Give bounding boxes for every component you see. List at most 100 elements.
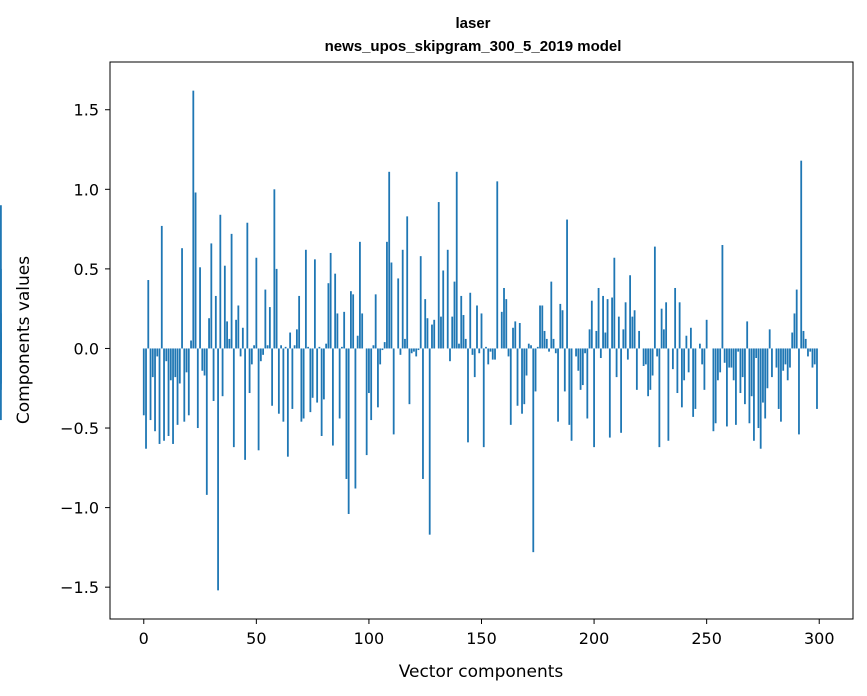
bar xyxy=(629,275,631,349)
bar xyxy=(712,348,715,432)
bar xyxy=(633,310,636,349)
bar xyxy=(651,348,654,376)
bar xyxy=(275,268,278,349)
y-tick-label: −1.5 xyxy=(60,578,99,597)
bar xyxy=(341,346,343,349)
bar xyxy=(748,348,751,424)
bar xyxy=(764,348,767,419)
bar xyxy=(368,348,370,394)
bar xyxy=(509,348,512,425)
bar xyxy=(816,348,818,409)
bar xyxy=(433,319,436,349)
bar xyxy=(521,348,523,414)
bar xyxy=(271,348,274,406)
bar xyxy=(719,348,722,373)
bar xyxy=(453,281,456,349)
bar xyxy=(343,311,346,349)
bar xyxy=(680,348,683,408)
bar xyxy=(786,348,789,381)
y-tick-label: 0.0 xyxy=(74,339,99,358)
bar xyxy=(491,348,494,360)
bar xyxy=(248,348,251,394)
bar xyxy=(687,348,690,373)
bar xyxy=(151,348,154,378)
bar xyxy=(295,329,298,349)
bar xyxy=(644,348,647,365)
bar xyxy=(527,343,530,349)
bar xyxy=(383,342,386,349)
bar xyxy=(611,297,613,349)
bar xyxy=(577,348,580,371)
bar xyxy=(174,348,177,378)
bar xyxy=(638,330,641,349)
bar xyxy=(250,348,253,365)
bar xyxy=(604,332,607,349)
bar xyxy=(539,305,541,349)
bar xyxy=(286,348,289,457)
bar xyxy=(302,348,305,419)
bar xyxy=(163,348,165,441)
bar xyxy=(417,348,420,351)
bar xyxy=(273,189,276,349)
bar xyxy=(665,302,668,349)
bar xyxy=(354,348,357,489)
bar xyxy=(223,265,226,349)
bar xyxy=(415,348,418,357)
bar xyxy=(726,348,728,427)
bar xyxy=(359,241,361,349)
bar xyxy=(280,345,283,349)
y-axis: −1.5 −1.0 −0.5 0.0 0.5 1.0 1.5 xyxy=(60,101,110,597)
x-axis: 0 50 100 150 200 250 300 xyxy=(139,619,835,648)
bar xyxy=(404,338,406,349)
bar xyxy=(667,348,670,441)
bar xyxy=(246,222,249,349)
bar xyxy=(205,348,208,495)
bar xyxy=(759,348,762,449)
bar xyxy=(500,311,503,349)
bar xyxy=(548,348,550,352)
bar xyxy=(259,348,262,362)
bar xyxy=(703,348,706,390)
bar xyxy=(485,346,487,349)
y-tick-label: −0.5 xyxy=(60,419,99,438)
bar xyxy=(221,348,224,397)
bar xyxy=(284,346,287,349)
bar xyxy=(392,348,395,435)
bar xyxy=(503,287,505,349)
bar xyxy=(777,348,780,409)
bar xyxy=(160,225,163,349)
bar xyxy=(183,348,186,422)
bar xyxy=(244,348,246,460)
bar xyxy=(800,160,803,349)
bar xyxy=(608,348,611,438)
bar xyxy=(739,348,742,394)
bar xyxy=(446,249,449,349)
bar xyxy=(167,348,170,436)
bar xyxy=(741,348,744,378)
bar xyxy=(185,348,188,373)
bar xyxy=(399,348,402,355)
bar xyxy=(431,324,433,349)
bar xyxy=(320,348,323,436)
bar xyxy=(390,262,393,349)
bar xyxy=(212,348,215,401)
bar xyxy=(214,295,217,349)
bar xyxy=(262,348,264,355)
bar xyxy=(496,181,499,349)
bar xyxy=(590,300,593,349)
x-tick-label: 50 xyxy=(246,629,266,648)
bar xyxy=(476,305,478,349)
bar xyxy=(660,308,663,349)
bar xyxy=(717,348,719,381)
bar xyxy=(147,280,150,349)
bars-group xyxy=(0,90,818,591)
bar xyxy=(232,348,235,448)
bar xyxy=(516,348,519,406)
bar xyxy=(617,316,620,349)
bar xyxy=(304,249,307,349)
bar xyxy=(374,294,377,349)
bar xyxy=(336,313,339,349)
bar xyxy=(199,267,201,349)
bar xyxy=(649,348,652,390)
